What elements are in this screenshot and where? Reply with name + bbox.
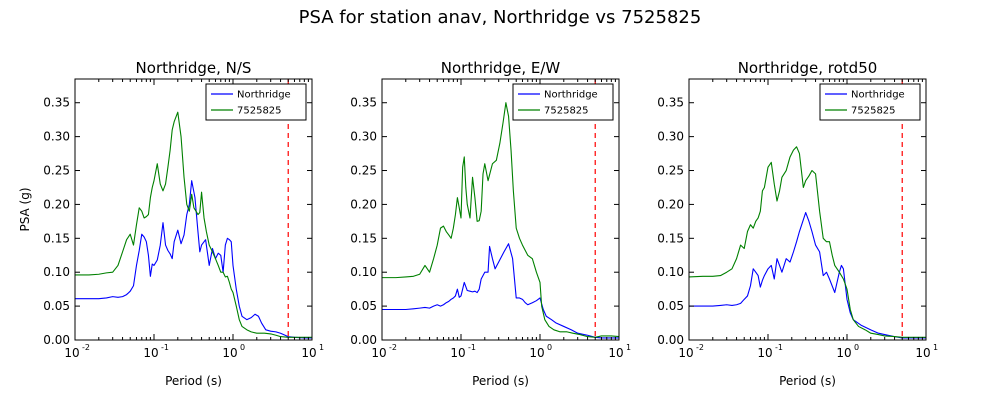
y-tick-label: 0.15 <box>43 231 70 245</box>
series-line-northridge <box>689 212 926 339</box>
legend-label: 7525825 <box>544 106 589 117</box>
x-tick-label: 10 <box>915 346 930 360</box>
legend-label: 7525825 <box>237 106 282 117</box>
series-line-7525825 <box>75 111 312 338</box>
x-tick-exponent: 1 <box>933 343 938 352</box>
series-line-7525825 <box>689 146 926 338</box>
x-tick-exponent: -2 <box>82 343 90 352</box>
legend: Northridge 7525825 <box>205 83 307 121</box>
series-group <box>382 102 619 339</box>
x-tick-exponent: -2 <box>389 343 397 352</box>
series-group <box>75 111 312 339</box>
x-tick-exponent: 0 <box>240 343 245 352</box>
series-line-northridge <box>382 243 619 339</box>
y-tick-label: 0.20 <box>43 197 70 211</box>
x-tick-label: 10 <box>529 346 544 360</box>
y-tick-label: 0.00 <box>43 333 70 347</box>
y-tick-label: 0.05 <box>350 299 377 313</box>
y-tick-label: 0.35 <box>350 96 377 110</box>
x-tick-label: 10 <box>222 346 237 360</box>
x-tick-exponent: 0 <box>854 343 859 352</box>
x-axis-label: Period (s) <box>472 374 529 388</box>
y-tick-label: 0.15 <box>657 231 684 245</box>
x-tick-label: 10 <box>143 346 158 360</box>
figure-title: PSA for station anav, Northridge vs 7525… <box>299 7 702 28</box>
y-tick-label: 0.05 <box>657 299 684 313</box>
x-tick-exponent: -1 <box>775 343 783 352</box>
x-tick-label: 10 <box>64 346 79 360</box>
x-tick-label: 10 <box>678 346 693 360</box>
x-axis-label: Period (s) <box>165 374 222 388</box>
x-tick-label: 10 <box>450 346 465 360</box>
legend: Northridge 7525825 <box>819 83 921 121</box>
legend-box <box>512 83 614 121</box>
series-line-northridge <box>75 180 312 339</box>
y-tick-label: 0.30 <box>657 130 684 144</box>
legend-label: 7525825 <box>851 106 896 117</box>
y-tick-label: 0.20 <box>657 197 684 211</box>
y-tick-label: 0.10 <box>657 265 684 279</box>
legend-label: Northridge <box>851 90 905 101</box>
panel-title: Northridge, rotd50 <box>738 59 878 77</box>
legend: Northridge 7525825 <box>512 83 614 121</box>
legend-label: Northridge <box>544 90 598 101</box>
x-tick-exponent: -2 <box>696 343 704 352</box>
x-tick-label: 10 <box>301 346 316 360</box>
y-axis-label: PSA (g) <box>18 187 32 231</box>
legend-label: Northridge <box>237 90 291 101</box>
series-group <box>689 146 926 339</box>
plot-area <box>689 79 926 340</box>
axes-frame <box>74 78 313 341</box>
axes-frame <box>688 78 927 341</box>
x-tick-exponent: 0 <box>547 343 552 352</box>
x-tick-label: 10 <box>836 346 851 360</box>
y-tick-label: 0.00 <box>350 333 377 347</box>
y-tick-label: 0.25 <box>350 164 377 178</box>
y-tick-label: 0.35 <box>657 96 684 110</box>
series-line-7525825 <box>382 102 619 338</box>
panel-title: Northridge, N/S <box>136 59 252 77</box>
plot-area <box>382 79 619 340</box>
y-tick-label: 0.05 <box>43 299 70 313</box>
x-tick-exponent: 1 <box>626 343 631 352</box>
y-tick-label: 0.25 <box>657 164 684 178</box>
x-tick-label: 10 <box>371 346 386 360</box>
axes-frame <box>381 78 620 341</box>
x-tick-label: 10 <box>608 346 623 360</box>
y-tick-label: 0.35 <box>43 96 70 110</box>
x-tick-exponent: -1 <box>161 343 169 352</box>
x-tick-exponent: -1 <box>468 343 476 352</box>
x-tick-label: 10 <box>757 346 772 360</box>
x-tick-exponent: 1 <box>319 343 324 352</box>
y-tick-label: 0.00 <box>657 333 684 347</box>
y-tick-label: 0.30 <box>43 130 70 144</box>
y-tick-label: 0.30 <box>350 130 377 144</box>
y-tick-label: 0.20 <box>350 197 377 211</box>
y-tick-label: 0.10 <box>43 265 70 279</box>
legend-box <box>205 83 307 121</box>
y-tick-label: 0.15 <box>350 231 377 245</box>
panel-title: Northridge, E/W <box>441 59 561 77</box>
y-tick-label: 0.10 <box>350 265 377 279</box>
y-tick-label: 0.25 <box>43 164 70 178</box>
legend-box <box>819 83 921 121</box>
x-axis-label: Period (s) <box>779 374 836 388</box>
